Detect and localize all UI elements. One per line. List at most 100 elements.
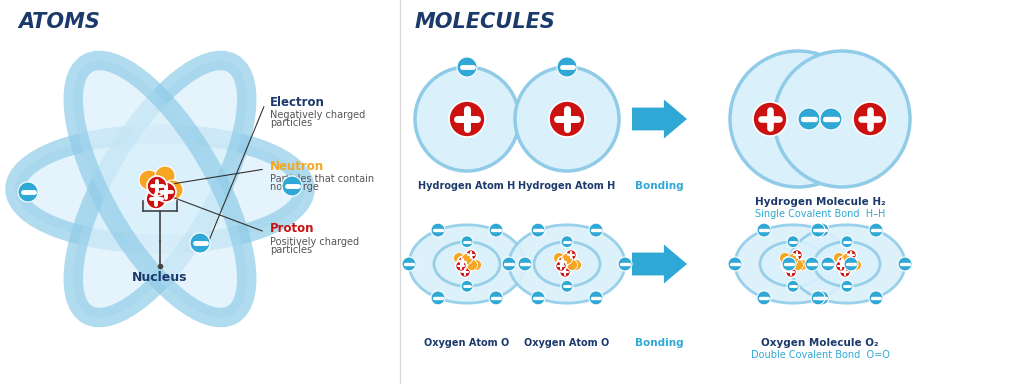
Circle shape [515, 67, 618, 171]
Circle shape [565, 250, 577, 260]
Circle shape [156, 182, 176, 202]
Circle shape [797, 260, 808, 270]
Ellipse shape [814, 242, 880, 286]
Text: Oxygen Molecule O₂: Oxygen Molecule O₂ [761, 338, 879, 348]
Text: MOLECULES: MOLECULES [415, 12, 556, 32]
Text: Hydrogen Atom H: Hydrogen Atom H [419, 181, 516, 191]
Circle shape [728, 257, 742, 271]
Circle shape [811, 291, 825, 305]
Ellipse shape [74, 60, 247, 318]
Circle shape [457, 57, 477, 77]
Text: Nucleus: Nucleus [132, 271, 187, 284]
Circle shape [461, 236, 473, 248]
Circle shape [792, 250, 803, 260]
Circle shape [18, 182, 38, 202]
Circle shape [838, 257, 849, 268]
Circle shape [844, 257, 858, 271]
Text: no charge: no charge [270, 182, 318, 192]
Circle shape [815, 223, 829, 237]
Circle shape [589, 291, 603, 305]
Circle shape [561, 236, 573, 248]
Circle shape [570, 260, 582, 270]
Circle shape [787, 280, 799, 292]
Circle shape [847, 260, 857, 270]
Text: Neutron: Neutron [270, 159, 325, 172]
Circle shape [555, 260, 566, 271]
Circle shape [783, 257, 795, 268]
Circle shape [557, 257, 568, 268]
Text: Electron: Electron [270, 96, 325, 109]
Text: Particles that contain: Particles that contain [270, 174, 374, 184]
Circle shape [461, 280, 473, 292]
Circle shape [730, 51, 866, 187]
Circle shape [466, 250, 476, 260]
Circle shape [811, 223, 825, 237]
Ellipse shape [790, 225, 905, 303]
Circle shape [470, 260, 481, 270]
Text: ATOMS: ATOMS [18, 12, 100, 32]
Circle shape [531, 291, 545, 305]
Circle shape [139, 170, 159, 190]
Polygon shape [632, 245, 687, 283]
Ellipse shape [534, 242, 600, 286]
Circle shape [155, 166, 175, 186]
Circle shape [869, 223, 883, 237]
Circle shape [757, 291, 771, 305]
Circle shape [782, 257, 796, 271]
Circle shape [841, 236, 853, 248]
Circle shape [840, 266, 851, 278]
Circle shape [456, 260, 467, 271]
Circle shape [834, 253, 845, 263]
Circle shape [489, 223, 503, 237]
Circle shape [282, 176, 302, 196]
Circle shape [805, 257, 819, 271]
Circle shape [815, 291, 829, 305]
Circle shape [821, 257, 835, 271]
Circle shape [549, 101, 585, 137]
Circle shape [163, 180, 183, 200]
Circle shape [846, 250, 856, 260]
Circle shape [458, 257, 469, 268]
Text: Double Covalent Bond  O=O: Double Covalent Bond O=O [751, 350, 890, 360]
Text: Hydrogen Atom H: Hydrogen Atom H [518, 181, 615, 191]
Circle shape [431, 223, 445, 237]
Circle shape [841, 280, 853, 292]
Circle shape [869, 291, 883, 305]
Text: particles: particles [270, 118, 312, 128]
Circle shape [559, 266, 570, 278]
Ellipse shape [434, 242, 500, 286]
Circle shape [853, 102, 887, 136]
Ellipse shape [74, 60, 247, 318]
Circle shape [566, 260, 578, 270]
Circle shape [402, 257, 416, 271]
Circle shape [774, 51, 910, 187]
Circle shape [757, 223, 771, 237]
Polygon shape [632, 99, 687, 139]
Text: Oxygen Atom O: Oxygen Atom O [424, 338, 510, 348]
Circle shape [502, 257, 516, 271]
Circle shape [415, 67, 519, 171]
Text: Hydrogen Molecule H₂: Hydrogen Molecule H₂ [755, 197, 886, 207]
Circle shape [561, 253, 572, 265]
Text: Proton: Proton [270, 222, 314, 235]
Circle shape [753, 102, 787, 136]
Circle shape [798, 108, 820, 130]
Circle shape [820, 108, 842, 130]
Text: particles: particles [270, 245, 312, 255]
Circle shape [489, 291, 503, 305]
Circle shape [851, 260, 861, 270]
Circle shape [531, 223, 545, 237]
Circle shape [190, 233, 210, 253]
Circle shape [779, 253, 791, 263]
Circle shape [467, 260, 477, 270]
Text: Bonding: Bonding [635, 181, 683, 191]
Ellipse shape [760, 242, 826, 286]
Circle shape [561, 280, 573, 292]
Circle shape [618, 257, 632, 271]
Text: Single Covalent Bond  H–H: Single Covalent Bond H–H [755, 209, 885, 219]
Circle shape [842, 253, 853, 265]
Circle shape [462, 253, 472, 265]
Ellipse shape [409, 225, 525, 303]
Circle shape [454, 253, 465, 263]
Text: Negatively charged: Negatively charged [270, 110, 366, 120]
